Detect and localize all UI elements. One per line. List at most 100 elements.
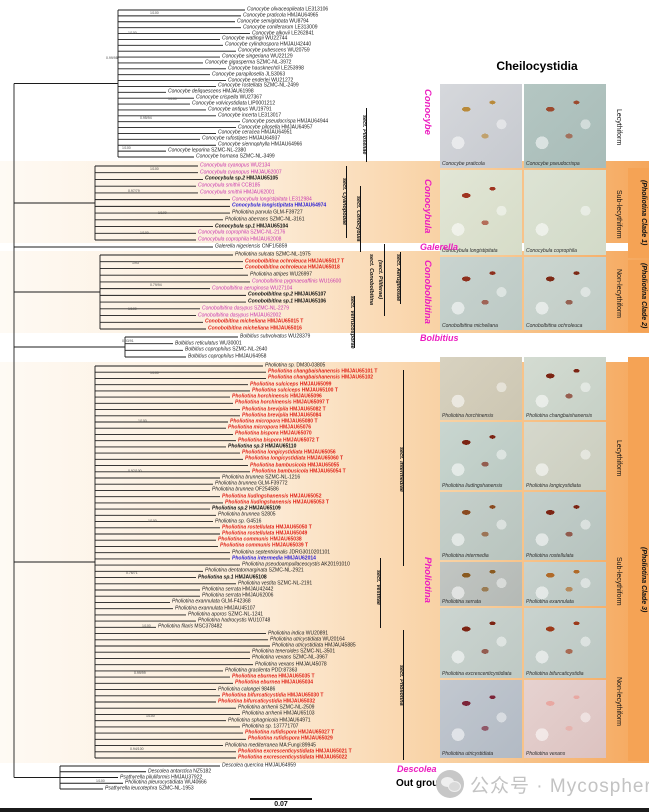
taxon-voucher: OF254586 <box>253 486 279 493</box>
taxon-name: Bolbitius coprophilus <box>188 353 234 360</box>
section-label: sect. Conocybula <box>355 196 361 242</box>
taxon-voucher: HMJAU65084 <box>288 412 322 419</box>
clade-strip <box>628 260 649 332</box>
taxon-voucher: HMJAU64974 <box>293 202 327 209</box>
taxon-name: Pholiotina dentatomarginata <box>205 567 268 574</box>
taxon-label: Pholiotina bifurcaticystidia HMJAU65032 <box>218 699 315 705</box>
taxon-label: Conocybula longistipitata LE312984 <box>232 197 312 202</box>
taxon-voucher: HMJAU65082 T <box>288 406 326 413</box>
support-value: 1/100 <box>140 231 149 235</box>
taxon-name: Pholiotina pseudoampullaceocystis <box>242 561 320 568</box>
taxon-label: Conocybula cyanopus WU2134 <box>200 163 270 169</box>
taxon-name: Pholiotina teneroides <box>252 648 299 655</box>
taxon-label: Pholiotina utricystidiata HMJAU45885 <box>272 642 356 649</box>
taxon-label: Pholiotina sulciceps HMJAU65100 T <box>252 388 338 393</box>
taxon-voucher: HMJAU62002 <box>248 312 282 319</box>
taxon-label: Pholiotina aberrans SZMC-NL-3161 <box>225 217 305 222</box>
taxon-voucher: WU28379 <box>286 333 311 340</box>
taxon-label: Pholiotina brunnea OF254586 <box>212 486 279 493</box>
taxon-voucher: HMJAU45885 <box>323 642 356 649</box>
taxon-voucher: HMJAU65056 <box>302 449 336 456</box>
taxon-name: Psathyrella leucotephra <box>105 785 158 792</box>
taxon-label: Pholiotina brunnea GLM-F39772 <box>215 480 288 487</box>
taxon-label: Conocybe watlingii WU22744 <box>222 36 287 42</box>
taxon-voucher: GLM-F39772 <box>256 480 288 487</box>
genus-label-bolbitius: Bolbitius <box>420 333 459 343</box>
taxon-label: Pholiotina horchinensis HMJAU65097 T <box>235 400 329 406</box>
taxon-name: Galerella nigeriensis <box>215 243 261 250</box>
taxon-voucher: HMJAU45078 <box>294 661 327 668</box>
taxon-voucher: HMJAU65080 T <box>280 418 318 425</box>
taxon-voucher: HMJAU65053 T <box>291 499 329 506</box>
taxon-label: Pholiotina changbaishanensis HMJAU65101 … <box>268 369 377 375</box>
taxon-label: Conocybe deliquescens HMJAU61998 <box>168 89 254 95</box>
taxon-label: Psathyrella piluliformis HMJAU37922 <box>120 775 202 780</box>
taxon-label: Conocybula coprophila SZMC-NL-2176 <box>198 230 285 236</box>
taxon-voucher: HMJAU65030 T <box>285 692 324 699</box>
taxon-label: Pholiotina rufidispora HMJAU65027 T <box>245 729 334 736</box>
taxon-name: Pholiotina sp. <box>242 723 273 730</box>
taxon-label: Conobolbitina dasypus SZMC-NL-2279 <box>202 306 289 311</box>
taxon-label: Bolbitius coprophilus SZMC-NL-2640 <box>185 347 267 353</box>
taxon-name: Pholiotina calongei <box>218 686 260 693</box>
genus-label-pholiotina: Pholiotina <box>422 557 433 603</box>
taxon-label: Pholiotina gracilenta PDD:87363 <box>225 668 297 673</box>
taxon-label: Pholiotina micropora HMJAU65080 T <box>230 418 318 425</box>
taxon-voucher: HMJAU65076 <box>278 424 312 431</box>
taxon-label: Pholiotina longicystidiata HMJAU65056 <box>242 449 336 456</box>
taxon-name: Conobolbitina dasypus <box>198 312 249 319</box>
taxon-voucher: LE313009 <box>293 24 318 31</box>
micrograph-photo: Pholiotina liudingshanensis <box>440 422 522 490</box>
support-value: 0.99/98 <box>106 56 118 60</box>
genus-label-descolea: Descolea <box>397 764 437 774</box>
taxon-name: Pholiotina longicystidiata <box>245 455 306 462</box>
taxon-label: Conocybe pilosella HMJAU64957 <box>238 125 313 130</box>
micrograph-photo: Pholiotina horchinensis <box>440 357 522 420</box>
taxon-voucher: SZMC-NL-1216 <box>263 474 301 481</box>
support-value: 1/100 <box>150 371 159 375</box>
taxon-name: Conobolbitina sp.2 <box>248 291 293 298</box>
micrograph-photo: Pholiotina utricystidiata <box>440 680 522 758</box>
taxon-name: Pholiotina sulciceps <box>250 381 299 388</box>
taxon-voucher: HMJAU65110 <box>263 443 297 450</box>
genus-label-galerella: Galerella <box>420 242 459 252</box>
clade-label: (Pholiotina Clade 1) <box>640 180 647 246</box>
taxon-label: Psathyrella leucotephra SZMC-NL-1953 <box>105 785 194 792</box>
taxon-voucher: WU20759 <box>286 47 310 54</box>
taxon-label: Pholiotina bifurcaticystidia HMJAU65030 … <box>222 693 323 698</box>
micrograph-photo: Pholiotina intermedia <box>440 492 522 560</box>
taxon-label: Pholiotina vexans HMJAU45078 <box>255 662 327 667</box>
section-bracket-line <box>354 296 355 348</box>
taxon-name: Pholiotina rufidispora <box>248 735 300 742</box>
cystidia-form-label: Sub-lecythiform <box>615 556 622 606</box>
taxon-voucher: MA:Fungi:89945 <box>277 742 316 749</box>
taxon-voucher: HMJAU65052 <box>288 493 322 500</box>
micrograph-photo: Pholiotina exannulata <box>524 562 606 606</box>
taxon-name: Conocybula coprophila <box>198 236 249 243</box>
photo-caption: Pholiotina intermedia <box>442 553 489 559</box>
support-value: 0.95/94 <box>140 116 152 120</box>
taxon-name: Pholiotina liudingshanensis <box>222 493 289 500</box>
support-value: 1/100 <box>158 211 167 215</box>
taxon-voucher: LE262841 <box>289 30 315 37</box>
taxon-name: Pholiotina longicystidiata <box>242 449 303 456</box>
micrograph-photo: Conocybula coprophila <box>524 170 606 255</box>
taxon-voucher: HMJAU65070 <box>278 430 312 437</box>
taxon-name: Pholiotina atripes <box>250 271 289 278</box>
taxon-name: Pholiotina hadrocystis <box>198 617 247 624</box>
support-value: 1/100 <box>150 167 159 171</box>
taxon-name: Pholiotina sp.3 <box>228 443 264 450</box>
support-value: 1/100 <box>128 31 137 35</box>
taxon-label: Pholiotina intermedia HMJAU62014 <box>232 556 316 561</box>
taxon-voucher: HMJAU65105 <box>245 175 279 182</box>
taxon-name: Conobolbitina ochroleuca <box>245 258 307 265</box>
taxon-name: Pholiotina sulciceps <box>252 387 301 394</box>
support-value: 0.93/91 <box>122 339 134 343</box>
taxon-voucher: CNF1/5859 <box>260 243 288 250</box>
taxon-name: Pholiotina rufidispora <box>245 729 297 736</box>
taxon-name: Conocybe ceracea <box>218 129 260 136</box>
photo-caption: Pholiotina vexans <box>526 751 566 757</box>
taxon-name: Bolbitius subvolvatus <box>240 333 287 340</box>
taxon-label: Pholiotina pseudoampullaceocystis AK2019… <box>242 561 350 568</box>
